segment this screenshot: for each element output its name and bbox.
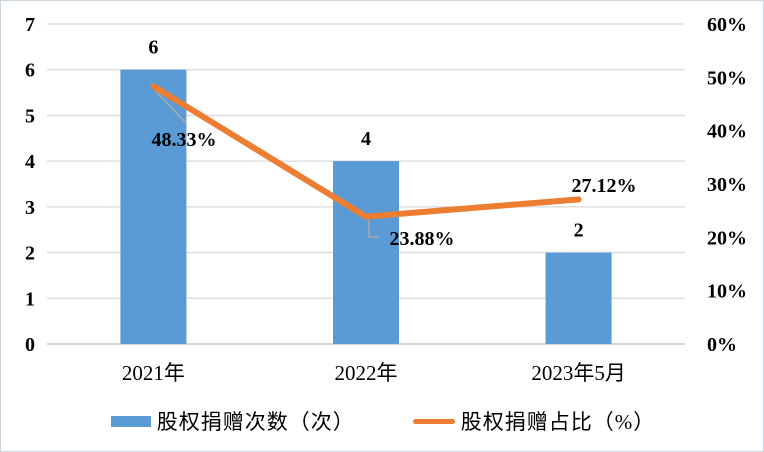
bar-value-label: 6 (148, 37, 158, 59)
bar-2021年 (120, 69, 187, 344)
left-axis-tick-label: 3 (25, 197, 35, 219)
bar-2022年 (333, 161, 399, 344)
left-axis-tick-label: 5 (25, 105, 35, 127)
left-axis-tick-label: 6 (25, 60, 35, 82)
left-axis-tick-label: 7 (25, 14, 35, 36)
right-axis-tick-label: 20% (707, 227, 747, 249)
right-axis-tick-label: 50% (707, 67, 747, 89)
line-series-swatch-icon (412, 418, 455, 424)
right-axis-tick-label: 0% (707, 334, 737, 356)
right-axis-tick-label: 10% (707, 281, 747, 303)
left-axis-tick-label: 0 (25, 334, 35, 356)
legend-label-line-series: 股权捐赠占比（%） (460, 410, 656, 434)
left-axis-tick-label: 2 (25, 243, 35, 265)
legend-item-line-series: 股权捐赠占比（%） (412, 406, 656, 436)
line-value-label: 48.33% (152, 129, 217, 151)
category-label-2023年5月: 2023年5月 (531, 361, 626, 385)
label-leader-line (368, 220, 379, 238)
bar-value-label: 4 (361, 128, 371, 150)
legend-item-bar-series: 股权捐赠次数（次） (110, 406, 355, 436)
category-label-2021年: 2021年 (122, 361, 185, 385)
percentage-line (150, 83, 582, 220)
line-value-label: 23.88% (390, 228, 455, 250)
left-axis-tick-label: 1 (25, 288, 35, 310)
legend-label-bar-series: 股权捐赠次数（次） (156, 410, 355, 434)
line-value-label: 27.12% (572, 175, 637, 197)
category-label-2022年: 2022年 (335, 361, 398, 385)
chart-legend: 股权捐赠次数（次） 股权捐赠占比（%） (1, 404, 763, 438)
right-axis-tick-label: 60% (707, 14, 747, 36)
bar-value-label: 2 (574, 220, 584, 242)
bar-2023年5月 (545, 252, 612, 344)
left-axis-tick-label: 4 (25, 151, 35, 173)
label-leader-line (153, 88, 186, 123)
right-axis-tick-label: 40% (707, 121, 747, 143)
right-axis-tick-label: 30% (707, 174, 747, 196)
bar-series-swatch-icon (110, 415, 151, 427)
